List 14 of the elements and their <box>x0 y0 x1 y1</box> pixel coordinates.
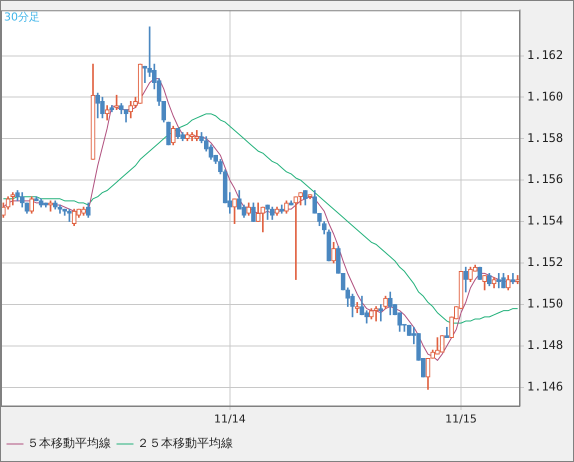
y-tick-label: 1.160 <box>527 89 564 104</box>
y-tick-label: 1.150 <box>527 296 564 311</box>
y-tick-label: 1.156 <box>527 172 564 186</box>
y-tick-label: 1.152 <box>527 255 564 270</box>
x-tick-label: 11/15 <box>445 412 477 426</box>
chart-title: 30分足 <box>4 10 40 24</box>
y-tick-label: 1.162 <box>527 48 564 62</box>
legend-label: ５本移動平均線 <box>27 436 111 450</box>
y-tick-label: 1.148 <box>527 338 564 352</box>
x-tick-label: 11/14 <box>214 412 246 426</box>
legend-label: ２５本移動平均線 <box>137 436 233 450</box>
y-tick-label: 1.154 <box>527 214 564 228</box>
y-tick-label: 1.146 <box>527 379 564 394</box>
y-tick-label: 1.158 <box>527 130 564 145</box>
